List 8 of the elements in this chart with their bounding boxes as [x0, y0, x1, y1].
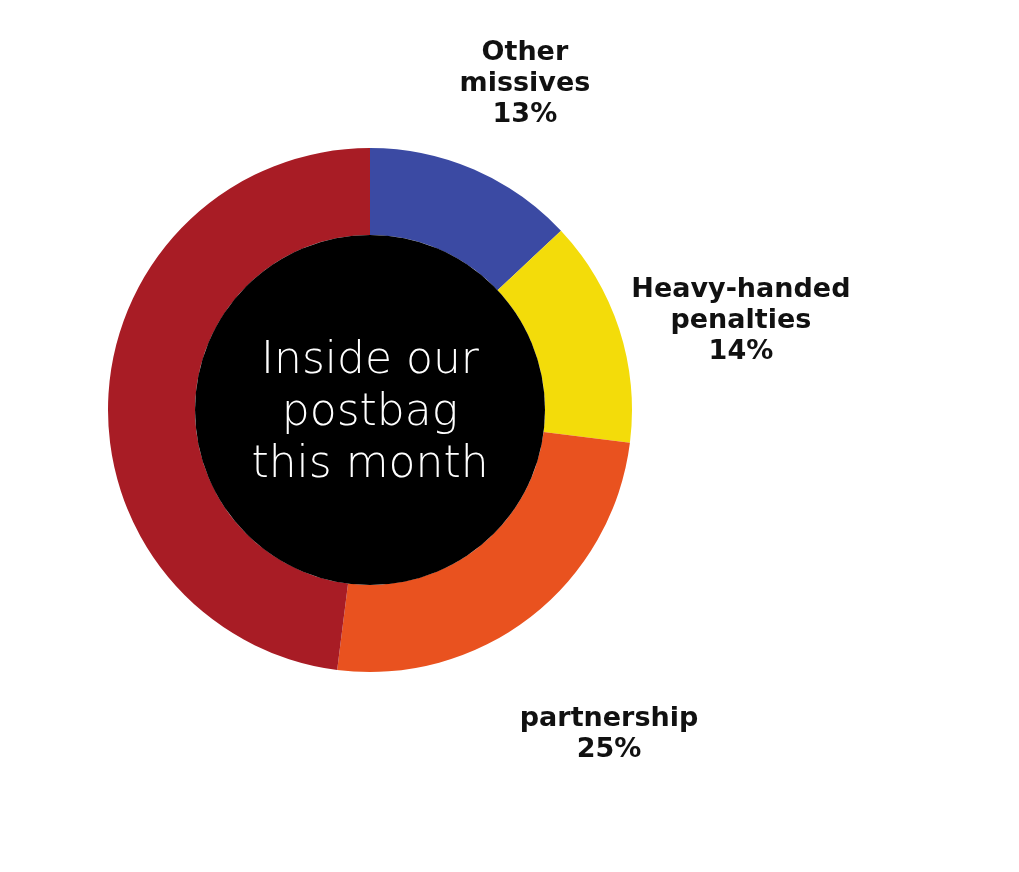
donut-slice: [497, 230, 632, 443]
slice-label: partnership: [519, 701, 699, 733]
slice-label: Other missives: [459, 35, 591, 98]
slice-label: Heavy-handed penalties: [631, 272, 851, 335]
donut-slice: [370, 148, 561, 291]
data-label: 13%: [492, 97, 558, 129]
data-label: 14%: [708, 334, 774, 366]
data-label: 25%: [576, 732, 642, 764]
